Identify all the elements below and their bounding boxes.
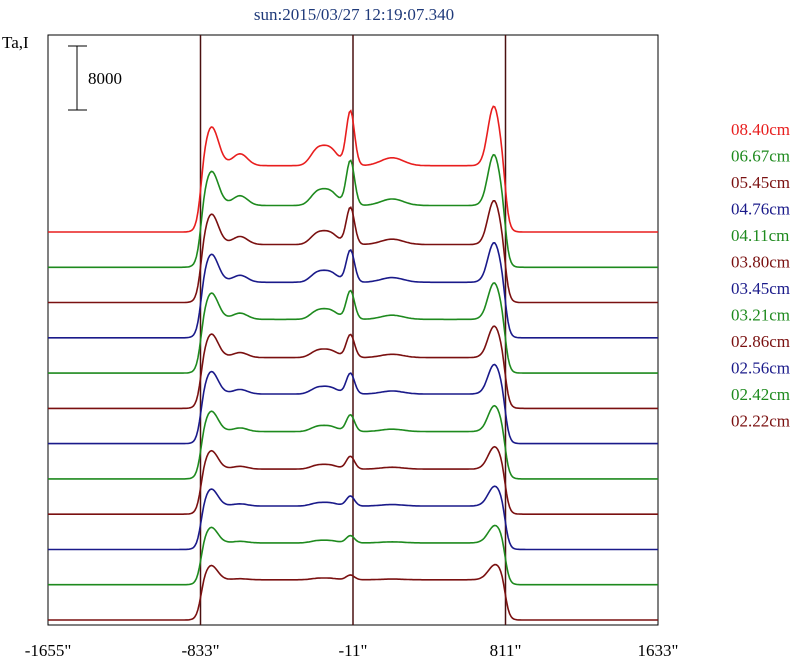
legend-entry-6: 03.45cm (731, 279, 790, 298)
series-line-02.22cm (48, 563, 658, 621)
series-line-03.45cm (48, 363, 658, 445)
legend-entry-2: 05.45cm (731, 173, 790, 192)
series-line-05.45cm (48, 200, 658, 304)
series-line-02.56cm (48, 485, 658, 551)
series-line-04.76cm (48, 241, 658, 339)
series-layer (48, 105, 658, 621)
chart-title: sun:2015/03/27 12:19:07.340 (254, 5, 454, 24)
series-line-03.21cm (48, 404, 658, 480)
x-tick-label-4: 1633" (638, 641, 679, 660)
legend-entry-10: 02.42cm (731, 385, 790, 404)
legend-entry-4: 04.11cm (731, 226, 789, 245)
series-line-02.86cm (48, 445, 658, 515)
legend-entry-5: 03.80cm (731, 253, 790, 272)
scale-bar-label: 8000 (88, 69, 122, 88)
legend-entry-8: 02.86cm (731, 332, 790, 351)
legend-entry-0: 08.40cm (731, 120, 790, 139)
series-line-04.11cm (48, 282, 658, 374)
x-tick-label-0: -1655" (25, 641, 72, 660)
legend-entry-1: 06.67cm (731, 147, 790, 166)
legend: 08.40cm 06.67cm 05.45cm 04.76cm 04.11cm 03.80… (731, 120, 790, 431)
series-line-06.67cm (48, 153, 658, 269)
scale-bar: 8000 (68, 45, 122, 111)
x-tick-label-2: -11" (339, 641, 368, 660)
y-axis-label: Ta,I (2, 33, 29, 52)
x-axis-ticks: -1655" -833" -11" 811" 1633" (25, 641, 679, 660)
x-tick-label-3: 811" (490, 641, 522, 660)
series-line-03.80cm (48, 325, 658, 410)
legend-entry-3: 04.76cm (731, 200, 790, 219)
series-line-02.42cm (48, 524, 658, 586)
legend-entry-11: 02.22cm (731, 412, 790, 431)
x-tick-label-1: -833" (181, 641, 219, 660)
series-line-08.40cm (48, 105, 658, 233)
legend-entry-9: 02.56cm (731, 359, 790, 378)
legend-entry-7: 03.21cm (731, 306, 790, 325)
